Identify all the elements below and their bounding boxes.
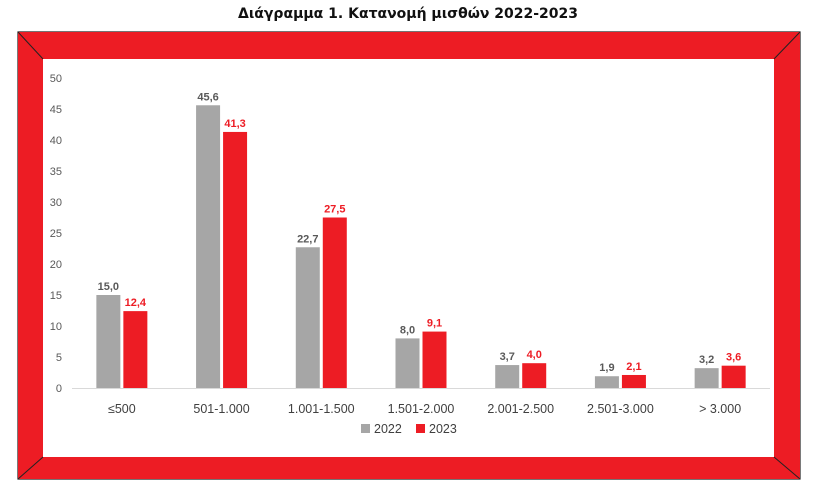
data-label-2022: 8,0 <box>400 324 415 336</box>
bar-2022-6 <box>694 368 719 388</box>
y-tick-label: 0 <box>56 383 62 395</box>
chart-title: Διάγραμμα 1. Κατανομή μισθών 2022-2023 <box>237 6 579 22</box>
data-label-2022: 45,6 <box>197 91 218 103</box>
data-label-2022: 15,0 <box>98 281 119 293</box>
bar-2023-5 <box>621 374 646 388</box>
y-tick-label: 15 <box>50 290 62 302</box>
y-tick-label: 5 <box>56 352 62 364</box>
bar-2022-2 <box>295 247 320 388</box>
legend-swatch-2023 <box>416 424 425 433</box>
y-tick-label: 40 <box>50 135 62 147</box>
bar-2023-2 <box>322 217 347 388</box>
legend-swatch-2022 <box>361 424 370 433</box>
data-label-2023: 2,1 <box>626 361 641 373</box>
data-label-2023: 12,4 <box>125 297 147 309</box>
bar-2022-3 <box>395 338 420 388</box>
bar-2022-5 <box>594 376 619 388</box>
category-label: 501-1.000 <box>193 402 249 416</box>
y-tick-label: 20 <box>50 259 62 271</box>
data-label-2022: 3,7 <box>500 351 515 363</box>
y-tick-label: 10 <box>50 321 62 333</box>
bar-2023-4 <box>522 363 547 388</box>
y-tick-label: 35 <box>50 166 62 178</box>
bar-2023-3 <box>422 331 447 388</box>
legend-label: 2023 <box>429 422 457 436</box>
frame-bevel-tl <box>17 31 44 60</box>
category-label: ≤500 <box>108 402 136 416</box>
frame-bevel-br <box>773 456 801 480</box>
bar-2023-1 <box>223 131 248 388</box>
category-label: 2.501-3.000 <box>587 402 654 416</box>
bar-2023-6 <box>721 365 746 388</box>
data-label-2023: 27,5 <box>324 204 345 216</box>
data-label-2023: 3,6 <box>726 352 741 364</box>
data-label-2022: 22,7 <box>297 233 318 245</box>
y-tick-label: 30 <box>50 197 62 209</box>
category-label: 2.001-2.500 <box>487 402 554 416</box>
category-label: > 3.000 <box>699 402 741 416</box>
bar-2022-0 <box>96 295 121 388</box>
bar-2022-4 <box>495 365 520 388</box>
legend-label: 2022 <box>374 422 402 436</box>
frame-bevel-bl <box>17 456 44 480</box>
data-label-2023: 41,3 <box>224 118 245 130</box>
bar-2023-0 <box>123 311 148 388</box>
y-tick-label: 25 <box>50 228 62 240</box>
category-label: 1.001-1.500 <box>288 402 355 416</box>
y-tick-label: 45 <box>50 104 62 116</box>
category-label: 1.501-2.000 <box>388 402 455 416</box>
frame-bevel-tr <box>773 31 801 60</box>
data-label-2023: 4,0 <box>527 349 542 361</box>
y-tick-label: 50 <box>50 73 62 85</box>
data-label-2022: 1,9 <box>599 362 614 374</box>
bar-2022-1 <box>196 105 221 388</box>
data-label-2023: 9,1 <box>427 318 442 330</box>
data-label-2022: 3,2 <box>699 354 714 366</box>
